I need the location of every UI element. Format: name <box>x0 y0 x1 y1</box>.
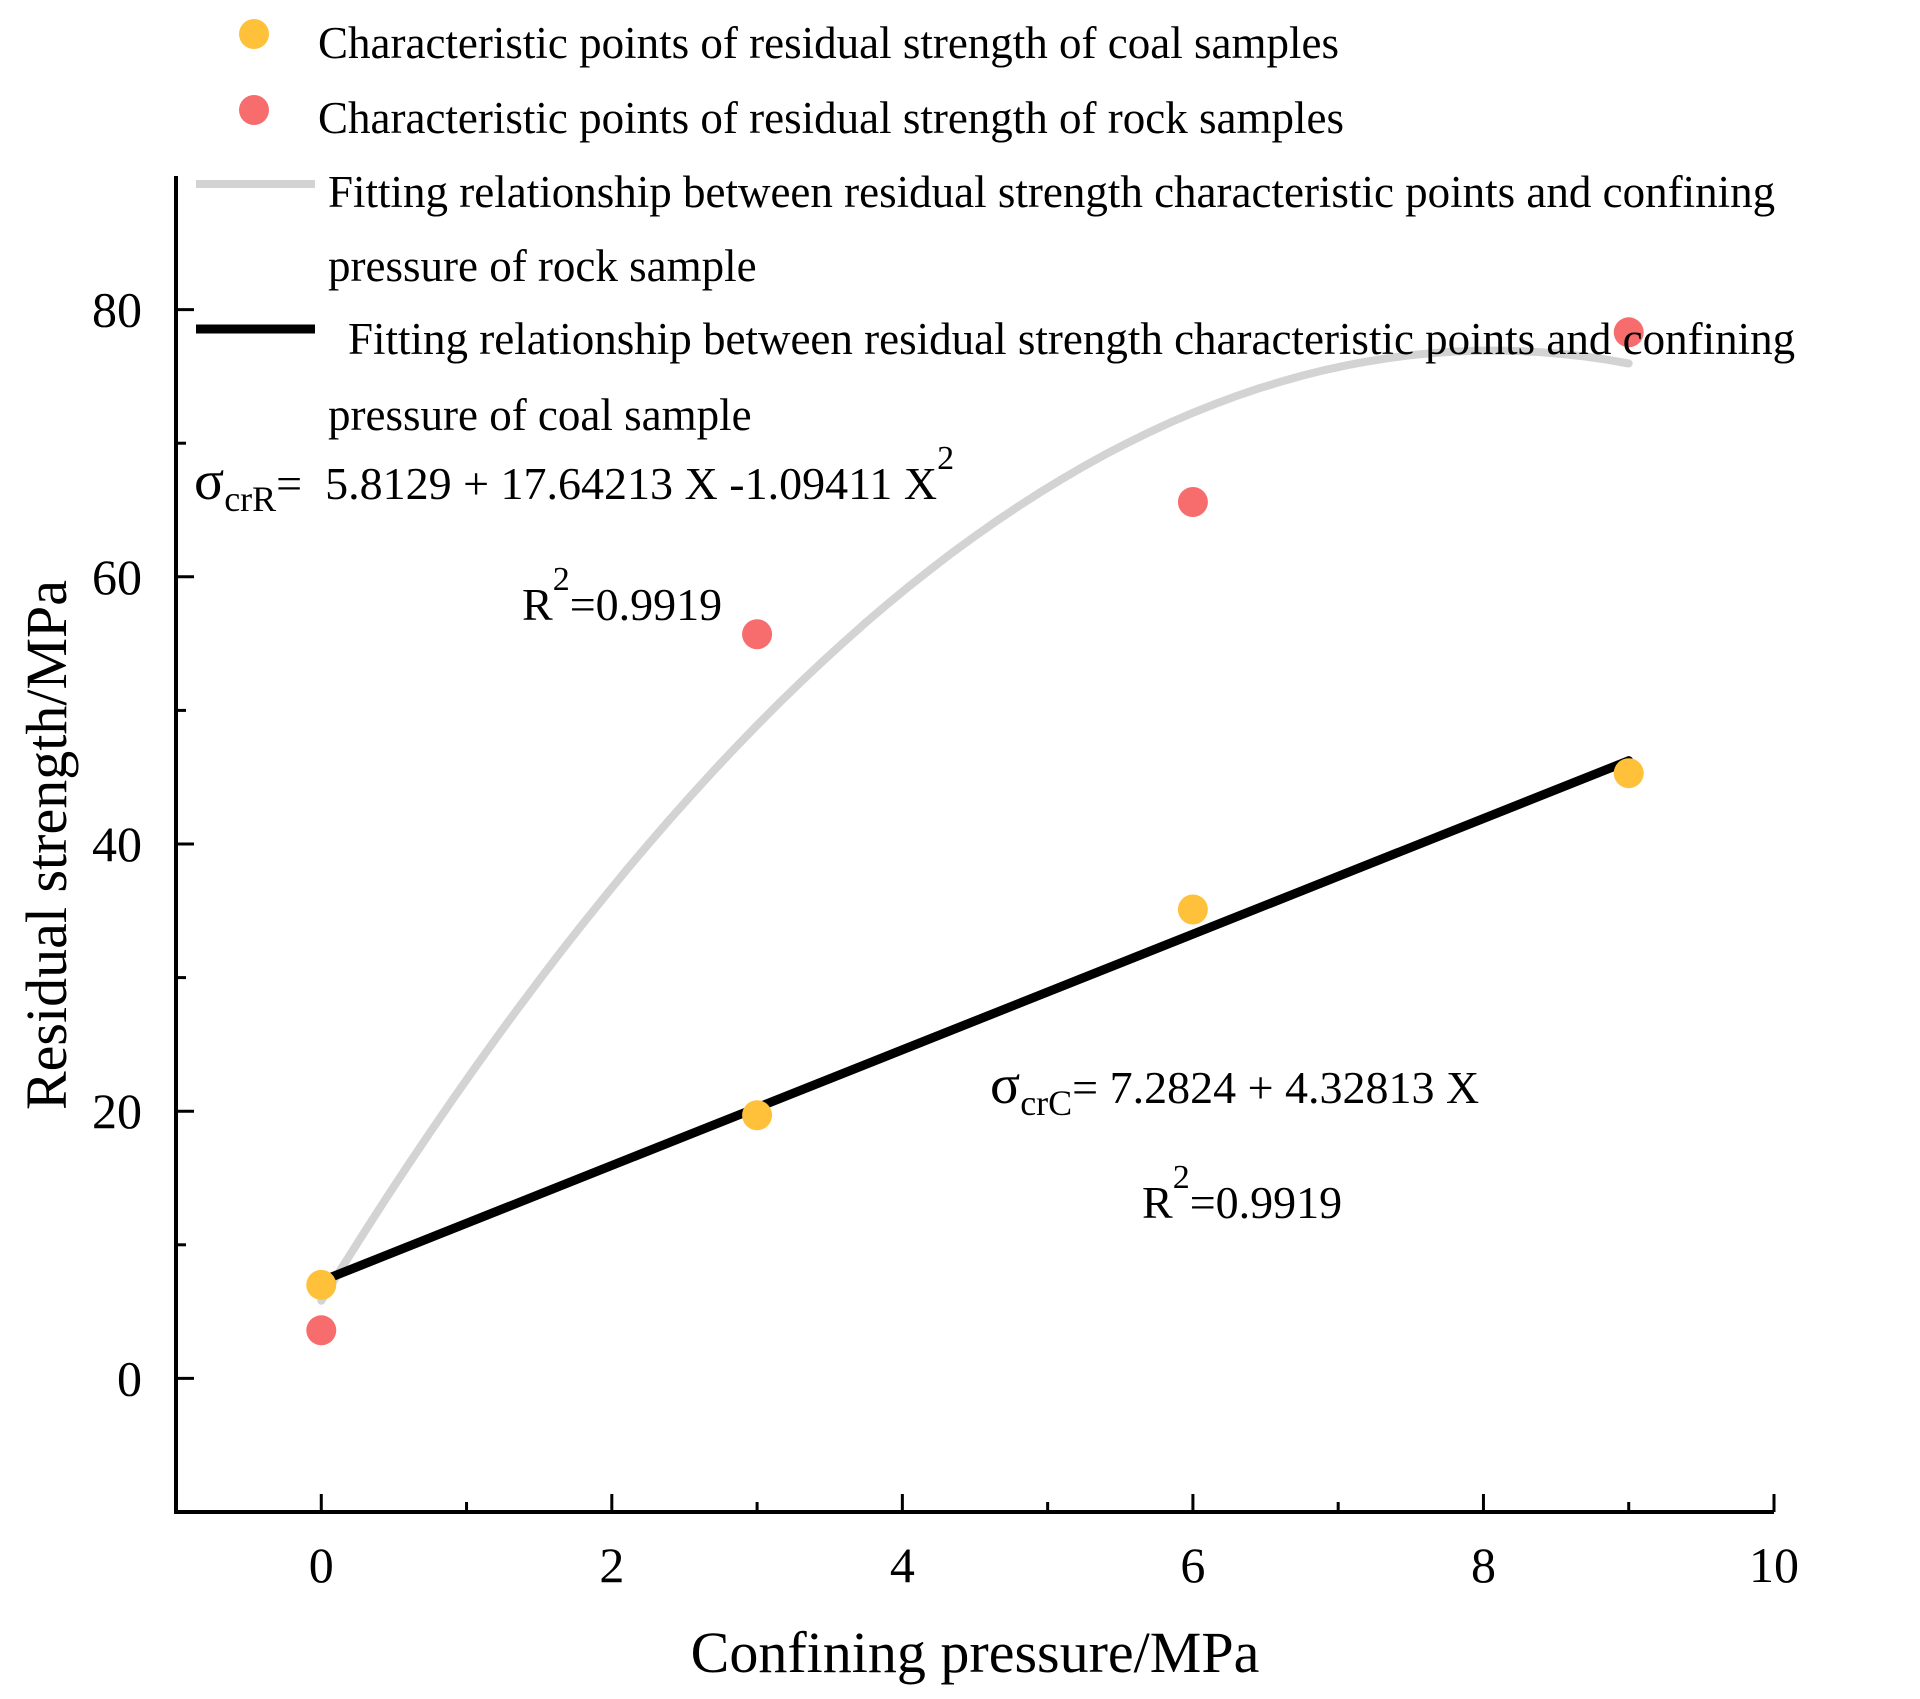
y-tick-label: 20 <box>92 1083 142 1139</box>
coal-eq-sigma: σ <box>990 1054 1020 1116</box>
legend-coal-fit-label-line1: Fitting relationship between residual st… <box>348 314 1795 364</box>
x-tick-label: 8 <box>1471 1537 1496 1593</box>
x-tick-label: 6 <box>1180 1537 1205 1593</box>
y-axis-title: Residual strength/MPa <box>14 580 79 1110</box>
legend-coal-label: Characteristic points of residual streng… <box>318 18 1339 68</box>
legend-coal-fit-label-line2: pressure of coal sample <box>328 390 752 440</box>
rock-points <box>306 317 1644 1346</box>
rock-point <box>1613 317 1644 348</box>
x-tick-label: 2 <box>599 1537 624 1593</box>
y-tick-label: 0 <box>117 1350 142 1406</box>
rock-eq-superscript: 2 <box>937 440 954 477</box>
coal-r2-base: R <box>1142 1177 1173 1228</box>
rock-r2-superscript: 2 <box>553 561 570 598</box>
rock-eq-subscript: crR <box>224 479 276 519</box>
x-tick-label: 4 <box>890 1537 915 1593</box>
coal-point <box>1177 894 1208 925</box>
legend-rock-label: Characteristic points of residual streng… <box>318 93 1344 143</box>
coal-equation: σcrC= 7.2824 + 4.32813 X <box>990 1054 1479 1123</box>
y-tick-label: 40 <box>92 816 142 872</box>
svg-text:R2=0.9919: R2=0.9919 <box>522 561 722 630</box>
coal-points <box>306 758 1644 1300</box>
rock-r-squared: R2=0.9919 <box>522 561 722 630</box>
x-tick-label: 10 <box>1749 1537 1799 1593</box>
x-axis-title: Confining pressure/MPa <box>691 1620 1260 1685</box>
rock-point <box>742 619 773 650</box>
rock-point <box>1177 486 1208 517</box>
coal-r2-superscript: 2 <box>1173 1159 1190 1196</box>
rock-equation: σcrR= 5.8129 + 17.64213 X -1.09411 X2 <box>194 440 954 519</box>
rock-point <box>306 1315 337 1346</box>
legend-rock-marker <box>239 95 269 125</box>
rock-fit-curve <box>317 346 1633 1305</box>
tick-labels: 0 2 4 6 8 10 0 20 40 60 80 <box>92 282 1799 1593</box>
legend: Characteristic points of residual streng… <box>196 18 1795 440</box>
axes <box>174 176 1774 1514</box>
y-tick-label: 80 <box>92 282 142 338</box>
coal-r2-value: =0.9919 <box>1190 1177 1342 1228</box>
coal-point <box>742 1100 773 1131</box>
coal-fit-line <box>316 756 1634 1286</box>
svg-text:R2=0.9919: R2=0.9919 <box>1142 1159 1342 1228</box>
legend-rock-fit-label-line1: Fitting relationship between residual st… <box>328 167 1775 217</box>
rock-r2-value: =0.9919 <box>570 579 722 630</box>
ticks <box>176 308 1776 1512</box>
coal-point <box>306 1269 337 1300</box>
svg-text:σcrR= 5.8129 + 17.64213 X -1.: σcrR= 5.8129 + 17.64213 X -1.09411 X2 <box>194 440 954 519</box>
coal-eq-body: = 7.2824 + 4.32813 X <box>1072 1062 1479 1113</box>
legend-coal-marker <box>239 19 269 49</box>
rock-r2-base: R <box>522 579 553 630</box>
legend-rock-fit-label-line2: pressure of rock sample <box>328 241 757 291</box>
coal-r-squared: R2=0.9919 <box>1142 1159 1342 1228</box>
svg-text:σcrC= 7.2824 + 4.32813 X: σcrC= 7.2824 + 4.32813 X <box>990 1054 1479 1123</box>
rock-eq-body: = 5.8129 + 17.64213 X -1.09411 X <box>276 458 937 509</box>
rock-eq-sigma: σ <box>194 450 224 512</box>
y-tick-label: 60 <box>92 549 142 605</box>
x-tick-label: 0 <box>309 1537 334 1593</box>
coal-eq-subscript: crC <box>1020 1083 1072 1123</box>
coal-point <box>1613 758 1644 789</box>
